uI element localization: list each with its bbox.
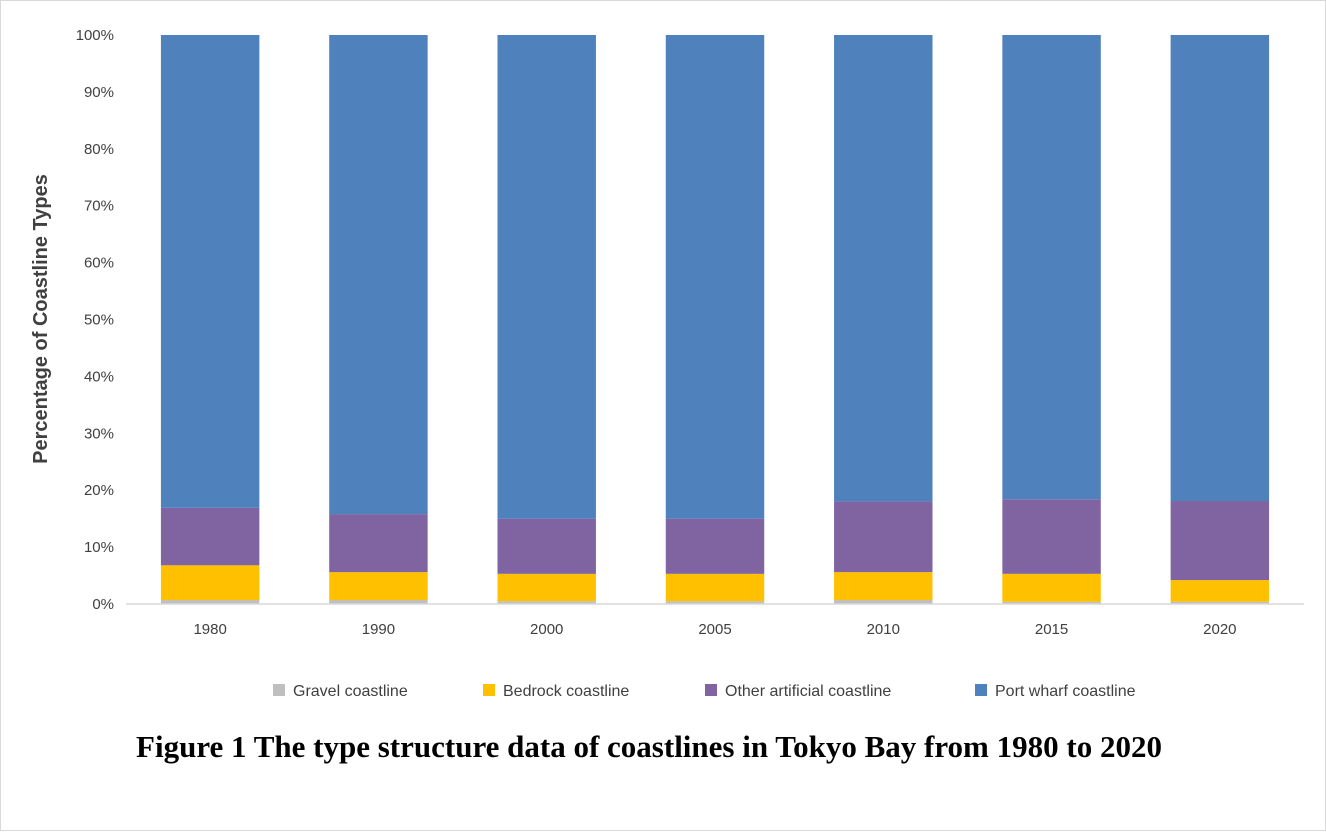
bar-bedrock-coastline-2000: [497, 573, 596, 602]
y-axis-title: Percentage of Coastline Types: [30, 174, 52, 464]
y-tick-label: 10%: [84, 539, 114, 556]
bar-gravel-coastline-2005: [665, 601, 765, 604]
x-tick-label: 2005: [698, 621, 731, 638]
bar-port-wharf-coastline-2015: [1002, 35, 1101, 500]
x-tick-label: 1980: [193, 621, 226, 638]
y-tick-label: 80%: [84, 141, 114, 158]
legend-label: Other artificial coastline: [725, 683, 891, 700]
y-tick-label: 50%: [84, 312, 114, 329]
bar-gravel-coastline-2010: [834, 600, 933, 604]
y-tick-label: 40%: [84, 368, 114, 385]
bar-other-artificial-coastline-2005: [665, 518, 765, 574]
bar-gravel-coastline-2020: [1170, 601, 1270, 604]
bar-bedrock-coastline-2010: [834, 572, 933, 601]
bar-port-wharf-coastline-2005: [665, 35, 765, 519]
bar-other-artificial-coastline-2010: [834, 501, 933, 573]
bar-port-wharf-coastline-1990: [329, 35, 428, 515]
bar-port-wharf-coastline-2020: [1170, 35, 1270, 502]
bar-bedrock-coastline-2015: [1002, 573, 1101, 602]
y-axis-ticks: 0% 10% 20% 30% 40% 50% 60% 70% 80% 90% 100%: [76, 27, 114, 613]
bar-other-artificial-coastline-2000: [497, 518, 596, 574]
legend-label: Port wharf coastline: [995, 683, 1136, 700]
bar-other-artificial-coastline-2020: [1170, 501, 1270, 581]
bar-bedrock-coastline-2005: [665, 573, 765, 602]
bar-bedrock-coastline-1990: [329, 572, 428, 601]
x-axis-ticks: 1980 1990 2000 2005 2010 2015 2020: [193, 621, 1236, 638]
bars: [160, 35, 1270, 604]
bar-port-wharf-coastline-2000: [497, 35, 596, 519]
x-tick-label: 2015: [1035, 621, 1068, 638]
y-tick-label: 70%: [84, 198, 114, 215]
legend-swatch: [273, 684, 285, 696]
x-tick-label: 2010: [867, 621, 900, 638]
legend-swatch: [975, 684, 987, 696]
bar-gravel-coastline-2015: [1002, 601, 1101, 604]
legend: Gravel coastline Bedrock coastline Other a…: [273, 683, 1136, 700]
y-tick-label: 100%: [76, 27, 114, 44]
legend-swatch: [705, 684, 717, 696]
x-tick-label: 1990: [362, 621, 395, 638]
y-tick-label: 60%: [84, 255, 114, 272]
y-tick-label: 20%: [84, 482, 114, 499]
y-tick-label: 90%: [84, 84, 114, 101]
bar-gravel-coastline-2000: [497, 601, 596, 604]
bar-port-wharf-coastline-1980: [160, 35, 260, 508]
bar-other-artificial-coastline-1980: [160, 507, 260, 566]
x-tick-label: 2000: [530, 621, 563, 638]
bar-bedrock-coastline-1980: [160, 565, 260, 601]
y-tick-label: 0%: [92, 596, 114, 613]
legend-label: Gravel coastline: [293, 683, 408, 700]
bar-other-artificial-coastline-2015: [1002, 499, 1101, 574]
bar-port-wharf-coastline-2010: [834, 35, 933, 502]
legend-label: Bedrock coastline: [503, 683, 629, 700]
figure-caption: Figure 1 The type structure data of coas…: [136, 729, 1162, 764]
bar-gravel-coastline-1990: [329, 600, 428, 604]
bar-bedrock-coastline-2020: [1170, 580, 1270, 602]
bar-gravel-coastline-1980: [160, 600, 260, 604]
x-tick-label: 2020: [1203, 621, 1236, 638]
bar-other-artificial-coastline-1990: [329, 514, 428, 573]
legend-swatch: [483, 684, 495, 696]
y-tick-label: 30%: [84, 425, 114, 442]
